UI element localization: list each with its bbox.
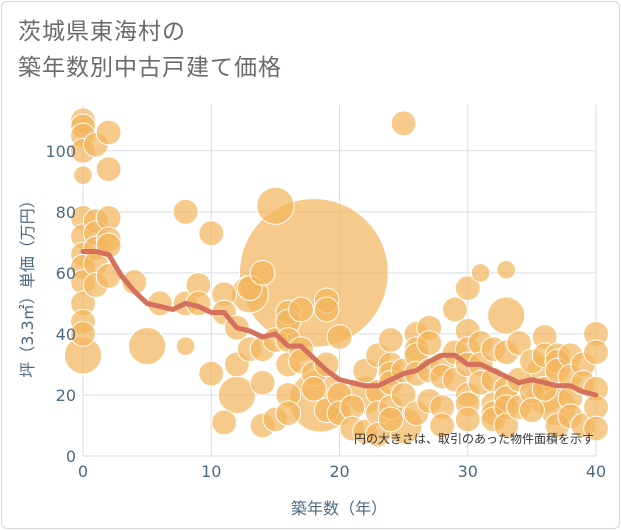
- y-tick-label: 20: [56, 386, 76, 405]
- bubble-point: [95, 156, 122, 182]
- trend-line: [80, 249, 599, 398]
- bubble-point: [429, 412, 456, 439]
- bubble-point: [313, 296, 340, 323]
- bubble-point: [70, 321, 96, 347]
- bubble-point: [249, 259, 276, 286]
- bubble-point: [256, 186, 295, 225]
- bubble-point: [313, 351, 340, 378]
- bubble-point: [496, 260, 517, 280]
- bubble-point: [487, 296, 526, 335]
- x-tick-label: 30: [458, 462, 478, 481]
- bubble-size-note: 円の大きさは、取引のあった物件面積を示す: [354, 431, 594, 446]
- bubble-point: [390, 110, 417, 137]
- y-tick-label: 0: [66, 447, 76, 466]
- bubble-point: [175, 336, 196, 356]
- y-tick-label: 100: [45, 142, 76, 161]
- bubble-point: [454, 406, 481, 433]
- x-tick-label: 10: [201, 462, 221, 481]
- bubble-point: [288, 296, 314, 323]
- chart-title-line-1: 茨城県東海村の: [18, 19, 186, 45]
- x-tick-label: 40: [586, 462, 606, 481]
- bubble-point: [249, 369, 276, 396]
- bubble-point: [493, 412, 520, 439]
- bubble-point: [390, 382, 417, 408]
- bubble-point: [454, 275, 481, 302]
- x-tick-label: 20: [329, 462, 349, 481]
- bubble-series: [63, 107, 609, 448]
- bubble-point: [198, 220, 225, 247]
- x-axis-title: 築年数（年）: [291, 499, 387, 518]
- bubble-point: [518, 397, 545, 424]
- x-tick-label: 0: [78, 462, 88, 481]
- chart-title-line-2: 築年数別中古戸建て価格: [18, 55, 282, 81]
- bubble-point: [198, 360, 225, 387]
- chart-title: 茨城県東海村の 築年数別中古戸建て価格: [18, 14, 282, 86]
- bubble-point: [172, 198, 199, 225]
- y-tick-label: 60: [56, 264, 76, 283]
- bubble-point: [583, 339, 609, 366]
- bubble-point: [73, 165, 93, 185]
- bubble-point: [470, 263, 491, 283]
- bubble-point: [583, 415, 609, 442]
- bubble-point: [377, 327, 404, 353]
- bubble-point: [416, 330, 443, 356]
- bubble-point: [377, 406, 404, 433]
- bubble-point: [95, 119, 122, 146]
- x-axis-ticks: 0 10 20 30 40: [78, 462, 606, 481]
- bubble-point: [275, 400, 302, 427]
- bubble-point: [211, 409, 237, 436]
- bubble-point: [128, 327, 167, 366]
- bubble-point: [442, 296, 468, 323]
- y-axis-title: 坪（3.3㎡）単価（万円）: [18, 192, 37, 377]
- y-axis-ticks: 0 20 40 60 80 100: [45, 142, 76, 466]
- bubble-point: [300, 375, 327, 402]
- y-tick-label: 40: [56, 325, 76, 344]
- bubble-point: [326, 324, 353, 350]
- y-tick-label: 80: [56, 203, 76, 222]
- bubble-point: [506, 330, 532, 356]
